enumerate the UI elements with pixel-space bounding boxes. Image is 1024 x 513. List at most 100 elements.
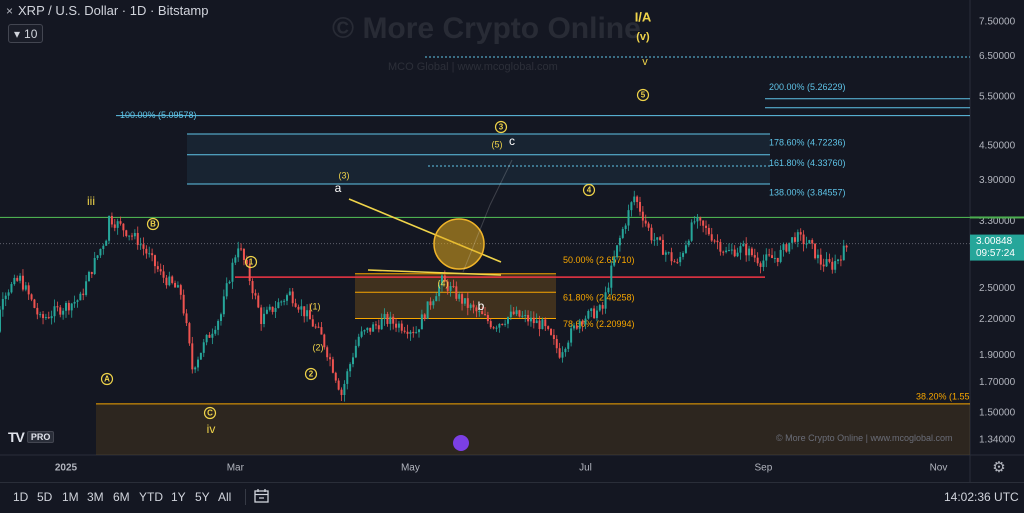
- wave-label-20: b: [478, 299, 485, 313]
- candle-body: [277, 302, 280, 309]
- candle-body: [518, 310, 521, 317]
- timeframe-1d[interactable]: 1D: [13, 490, 29, 504]
- candle-body: [352, 357, 354, 365]
- indicators-toggle[interactable]: ▾ 10: [8, 24, 44, 43]
- wave-label-14: (2): [313, 342, 324, 352]
- fib-label-3: 161.80% (4.33760): [769, 158, 846, 168]
- candle-body: [458, 294, 461, 299]
- price-chart[interactable]: 7.50000 6.50000 5.50000 4.50000 3.90000 3.300…: [0, 0, 1024, 482]
- candle-body: [653, 239, 656, 241]
- candle-body: [733, 249, 736, 257]
- candle-body: [420, 314, 423, 330]
- candle-body: [311, 319, 314, 327]
- candle-body: [202, 342, 205, 353]
- candle-body: [116, 221, 119, 228]
- candle-body: [308, 310, 311, 320]
- timeframe-ytd[interactable]: YTD: [139, 490, 163, 504]
- event-icon: [453, 435, 469, 451]
- y-tick-label-11: 1.34000: [979, 435, 1016, 446]
- candle-body: [544, 319, 547, 327]
- candle-body: [188, 323, 191, 344]
- candle-body: [131, 235, 134, 237]
- candle-body: [283, 300, 286, 302]
- candle-body: [805, 243, 808, 245]
- candle-body: [572, 325, 575, 329]
- candle-body: [168, 276, 171, 286]
- candle-body: [776, 257, 779, 262]
- timeframe-all[interactable]: All: [218, 490, 232, 504]
- candle-body: [395, 323, 398, 328]
- candle-body: [472, 304, 475, 308]
- triangle-lower-line: [367, 269, 502, 276]
- candle-body: [142, 244, 145, 249]
- candle-body: [122, 223, 125, 231]
- footer-credit: © More Crypto Online | www.mcoglobal.com: [776, 433, 953, 443]
- candle-body: [739, 246, 742, 253]
- tradingview-logo[interactable]: TV PRO: [8, 429, 55, 445]
- candle-body: [139, 244, 142, 246]
- timeframe-6m[interactable]: 6M: [113, 490, 130, 504]
- candle-body: [627, 210, 630, 226]
- candle-body: [194, 367, 197, 370]
- candle-body: [133, 232, 136, 237]
- candle-body: [561, 352, 564, 358]
- candle-body: [423, 314, 426, 319]
- candle-body: [808, 240, 811, 244]
- timeframe-5d[interactable]: 5D: [37, 490, 53, 504]
- candle-body: [814, 243, 817, 259]
- candle-body: [727, 250, 730, 252]
- candle-body: [245, 259, 248, 265]
- timeframe-1y[interactable]: 1Y: [171, 490, 186, 504]
- candle-body: [176, 285, 179, 288]
- utc-clock[interactable]: 14:02:36 UTC: [944, 490, 1019, 504]
- candle-body: [248, 264, 251, 282]
- symbol-header[interactable]: × XRP / U.S. Dollar · 1D · Bitstamp: [6, 3, 209, 18]
- timeframe-5y[interactable]: 5Y: [195, 490, 210, 504]
- candle-body: [595, 310, 598, 319]
- candle-body: [438, 285, 441, 297]
- candle-body: [719, 242, 722, 252]
- candle-body: [90, 271, 93, 274]
- candle-body: [799, 232, 802, 235]
- candle-body: [21, 275, 24, 290]
- fib-deep-zone: [96, 403, 970, 455]
- candle-body: [710, 234, 713, 241]
- candle-body: [119, 221, 122, 224]
- x-tick-label-2: May: [401, 463, 420, 474]
- candle-body: [0, 309, 1, 332]
- fib-label-2: 178.60% (4.72236): [769, 137, 846, 147]
- candle-body: [466, 298, 469, 308]
- candle-body: [217, 320, 220, 330]
- candle-body: [65, 302, 67, 311]
- candle-body: [495, 327, 498, 329]
- gear-icon[interactable]: ⚙: [992, 459, 1006, 476]
- candle-body: [469, 304, 472, 308]
- y-tick-label-8: 1.90000: [979, 350, 1016, 361]
- timeframe-3m[interactable]: 3M: [87, 490, 104, 504]
- candle-body: [676, 262, 679, 264]
- candle-body: [294, 303, 297, 307]
- candle-body: [349, 364, 352, 372]
- candle-body: [656, 237, 659, 240]
- candle-body: [360, 331, 363, 337]
- candle-body: [369, 327, 372, 332]
- close-icon[interactable]: ×: [6, 3, 14, 18]
- timeframe-1m[interactable]: 1M: [62, 490, 79, 504]
- candle-body: [796, 232, 799, 242]
- candle-body: [24, 285, 27, 290]
- candle-body: [159, 269, 162, 272]
- candle-body: [616, 245, 619, 258]
- candle-body: [713, 240, 716, 242]
- candle-body: [285, 295, 288, 301]
- candle-body: [492, 327, 495, 329]
- candle-body: [802, 234, 805, 245]
- candle-body: [219, 314, 222, 321]
- candle-body: [346, 371, 349, 384]
- candle-body: [673, 261, 676, 263]
- wave-marker-15: [304, 367, 318, 381]
- candle-body: [260, 307, 263, 325]
- candle-body: [70, 303, 73, 311]
- date-range-icon[interactable]: [253, 488, 271, 504]
- candle-body: [564, 348, 567, 353]
- candle-body: [191, 343, 194, 370]
